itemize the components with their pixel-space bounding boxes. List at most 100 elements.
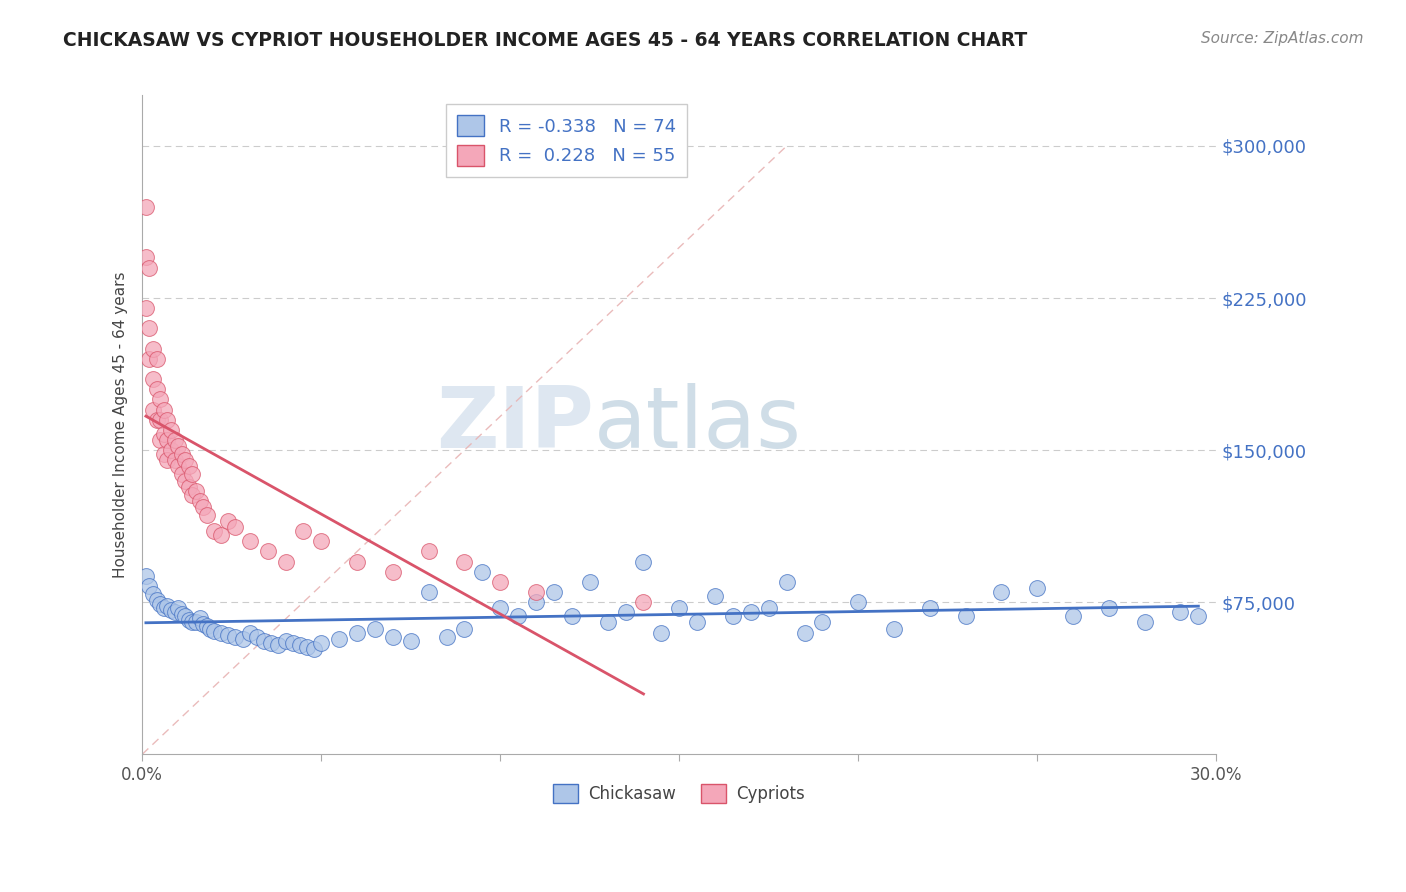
Point bbox=[142, 587, 165, 601]
Point bbox=[328, 632, 350, 646]
Point bbox=[436, 630, 458, 644]
Point bbox=[253, 633, 276, 648]
Point bbox=[302, 641, 325, 656]
Point bbox=[170, 607, 193, 622]
Point bbox=[156, 433, 179, 447]
Point bbox=[195, 508, 218, 522]
Point bbox=[167, 459, 190, 474]
Point bbox=[288, 638, 311, 652]
Point bbox=[274, 633, 297, 648]
Point bbox=[170, 447, 193, 461]
Point bbox=[239, 625, 262, 640]
Point bbox=[188, 611, 211, 625]
Point bbox=[181, 615, 204, 630]
Point bbox=[381, 630, 404, 644]
Text: CHICKASAW VS CYPRIOT HOUSEHOLDER INCOME AGES 45 - 64 YEARS CORRELATION CHART: CHICKASAW VS CYPRIOT HOUSEHOLDER INCOME … bbox=[63, 31, 1028, 50]
Point bbox=[274, 555, 297, 569]
Point bbox=[145, 351, 167, 366]
Point bbox=[883, 622, 905, 636]
Point bbox=[1187, 609, 1209, 624]
Point bbox=[668, 601, 690, 615]
Point bbox=[246, 630, 269, 644]
Point bbox=[596, 615, 619, 630]
Point bbox=[381, 565, 404, 579]
Point bbox=[135, 200, 157, 214]
Point bbox=[471, 565, 494, 579]
Point bbox=[135, 251, 157, 265]
Point bbox=[181, 467, 204, 482]
Point bbox=[1133, 615, 1156, 630]
Point bbox=[142, 372, 165, 386]
Legend: Chickasaw, Cypriots: Chickasaw, Cypriots bbox=[546, 776, 814, 812]
Point bbox=[740, 605, 762, 619]
Point bbox=[633, 595, 655, 609]
Point bbox=[163, 605, 186, 619]
Point bbox=[292, 524, 315, 539]
Point bbox=[776, 574, 799, 589]
Point bbox=[152, 601, 174, 615]
Point bbox=[138, 351, 160, 366]
Point bbox=[793, 625, 815, 640]
Point bbox=[142, 402, 165, 417]
Point bbox=[209, 528, 232, 542]
Point bbox=[704, 589, 727, 603]
Point bbox=[224, 520, 246, 534]
Point bbox=[145, 412, 167, 426]
Point bbox=[152, 426, 174, 441]
Point bbox=[152, 447, 174, 461]
Point bbox=[524, 585, 547, 599]
Point bbox=[195, 619, 218, 633]
Point bbox=[188, 493, 211, 508]
Point bbox=[267, 638, 290, 652]
Point bbox=[1170, 605, 1192, 619]
Point bbox=[990, 585, 1012, 599]
Point bbox=[177, 479, 200, 493]
Point bbox=[217, 514, 239, 528]
Point bbox=[399, 633, 422, 648]
Point bbox=[811, 615, 834, 630]
Point bbox=[1098, 601, 1121, 615]
Point bbox=[758, 601, 780, 615]
Point bbox=[138, 579, 160, 593]
Point bbox=[142, 342, 165, 356]
Point bbox=[163, 433, 186, 447]
Point bbox=[163, 453, 186, 467]
Point bbox=[200, 622, 222, 636]
Point bbox=[418, 585, 440, 599]
Point bbox=[135, 569, 157, 583]
Point bbox=[160, 443, 183, 458]
Point bbox=[174, 453, 197, 467]
Point bbox=[260, 636, 283, 650]
Point bbox=[256, 544, 278, 558]
Point bbox=[686, 615, 709, 630]
Point bbox=[453, 622, 475, 636]
Point bbox=[202, 524, 225, 539]
Point bbox=[202, 624, 225, 638]
Text: ZIP: ZIP bbox=[436, 384, 593, 467]
Point bbox=[217, 627, 239, 641]
Point bbox=[955, 609, 977, 624]
Point bbox=[524, 595, 547, 609]
Point bbox=[177, 459, 200, 474]
Point bbox=[614, 605, 637, 619]
Y-axis label: Householder Income Ages 45 - 64 years: Householder Income Ages 45 - 64 years bbox=[114, 271, 128, 578]
Point bbox=[152, 402, 174, 417]
Point bbox=[209, 625, 232, 640]
Point bbox=[918, 601, 941, 615]
Point bbox=[167, 601, 190, 615]
Point bbox=[364, 622, 387, 636]
Point bbox=[149, 597, 172, 611]
Point bbox=[346, 555, 368, 569]
Point bbox=[138, 321, 160, 335]
Point bbox=[184, 483, 207, 498]
Point bbox=[224, 630, 246, 644]
Point bbox=[1062, 609, 1084, 624]
Point bbox=[174, 474, 197, 488]
Point bbox=[633, 555, 655, 569]
Point bbox=[193, 617, 215, 632]
Point bbox=[311, 534, 333, 549]
Point bbox=[489, 574, 512, 589]
Point bbox=[489, 601, 512, 615]
Point bbox=[561, 609, 583, 624]
Point bbox=[239, 534, 262, 549]
